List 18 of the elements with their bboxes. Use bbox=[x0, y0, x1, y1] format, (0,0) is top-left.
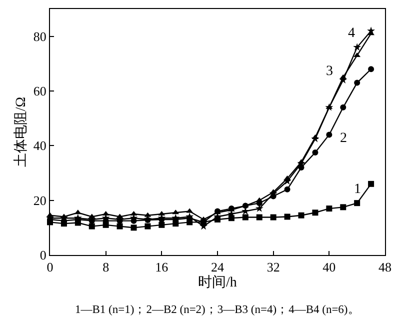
y-tick-label: 40 bbox=[33, 138, 46, 154]
x-tick-label: 24 bbox=[211, 260, 224, 275]
series-label: 4 bbox=[348, 26, 355, 41]
y-tick-label: 60 bbox=[33, 84, 46, 99]
y-tick-label: 0 bbox=[40, 248, 46, 263]
y-axis-title: 土体电阻/Ω bbox=[13, 96, 29, 168]
x-tick-label: 8 bbox=[102, 260, 110, 275]
series-label: 1 bbox=[354, 182, 361, 197]
x-axis-title: 时间/h bbox=[198, 274, 237, 291]
series-label: 2 bbox=[340, 131, 347, 146]
text: 1—B1 (n=1)；2—B2 (n=2)；3—B3 (n=4)；4—B4 (n=6)。 bbox=[75, 304, 360, 316]
x-tick-label: 48 bbox=[378, 260, 392, 275]
x-tick-label: 40 bbox=[322, 260, 336, 275]
y-tick-label: 80 bbox=[33, 28, 46, 44]
y-tick-label: 20 bbox=[33, 192, 46, 208]
x-tick-label: 32 bbox=[266, 260, 280, 275]
series-label: 3 bbox=[326, 64, 333, 79]
x-tick-label: 16 bbox=[155, 260, 169, 275]
